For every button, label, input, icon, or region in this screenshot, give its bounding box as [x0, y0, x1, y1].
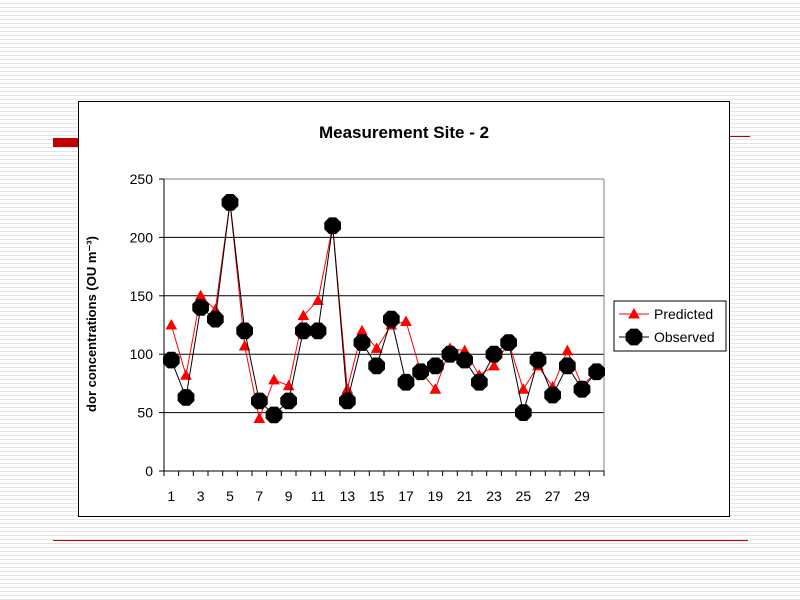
observed-point	[588, 363, 605, 381]
slide-bottom-rule	[53, 540, 748, 541]
predicted-point	[561, 344, 574, 356]
predicted-point	[238, 339, 251, 351]
observed-point	[236, 322, 253, 340]
observed-point	[500, 334, 517, 351]
x-tick-label: 21	[457, 488, 473, 504]
observed-point	[515, 404, 532, 421]
legend-predicted-label: Predicted	[654, 306, 713, 322]
x-tick-label: 1	[167, 488, 175, 504]
line-chart: Measurement Site - 2 dor concentrations …	[84, 123, 727, 504]
x-tick-label: 3	[197, 488, 205, 504]
predicted-point	[268, 373, 280, 385]
x-tick-label: 15	[369, 488, 385, 504]
predicted-point	[312, 294, 324, 305]
x-tick-label: 13	[340, 488, 356, 504]
observed-point	[456, 351, 473, 369]
predicted-series-line	[170, 202, 598, 421]
observed-point	[221, 194, 239, 211]
observed-point	[471, 373, 488, 391]
observed-point	[559, 357, 576, 375]
predicted-point	[180, 369, 192, 380]
x-tick-label: 23	[486, 488, 502, 504]
y-tick-label: 250	[130, 171, 154, 187]
predicted-point	[253, 412, 266, 423]
observed-point	[368, 357, 385, 375]
x-tick-label: 25	[516, 488, 532, 504]
observed-point	[163, 351, 180, 369]
observed-point	[192, 299, 209, 316]
legend-observed-label: Observed	[654, 329, 715, 345]
observed-point	[309, 322, 327, 340]
x-tick-label: 27	[545, 488, 561, 504]
predicted-point	[517, 383, 530, 394]
chart-area: Measurement Site - 2 dor concentrations …	[78, 101, 730, 517]
observed-point	[353, 334, 371, 351]
x-tick-label: 9	[285, 488, 293, 504]
y-axis-label: dor concentrations (OU m⁻³)	[84, 236, 99, 412]
legend-predicted-marker	[628, 307, 640, 319]
predicted-point	[370, 342, 383, 353]
observed-point	[295, 322, 312, 340]
observed-point	[177, 389, 195, 406]
observed-point	[441, 345, 459, 363]
y-tick-label: 200	[130, 229, 154, 245]
plot-background	[164, 179, 604, 471]
observed-point	[339, 392, 356, 410]
predicted-point	[400, 315, 412, 326]
predicted-point	[488, 359, 500, 371]
x-tick-label: 11	[311, 488, 326, 504]
x-tick-label: 5	[226, 488, 234, 504]
x-tick-label: 7	[255, 488, 263, 504]
observed-point	[251, 392, 268, 410]
observed-point	[383, 310, 400, 328]
observed-point	[529, 351, 547, 369]
chart-title: Measurement Site - 2	[319, 123, 489, 142]
observed-point	[280, 392, 297, 410]
observed-point	[573, 380, 591, 398]
observed-point	[412, 363, 429, 381]
observed-point	[485, 345, 503, 363]
y-tick-label: 100	[130, 346, 154, 362]
observed-point	[265, 406, 283, 424]
legend-observed-marker	[625, 328, 643, 346]
predicted-point	[429, 383, 442, 394]
observed-point	[324, 217, 341, 235]
y-tick-label: 150	[130, 288, 154, 304]
slide-top-rule	[728, 136, 750, 137]
observed-point	[397, 373, 415, 391]
x-tick-label: 19	[428, 488, 444, 504]
x-tick-label: 29	[574, 488, 590, 504]
slide-accent-bar	[53, 138, 79, 147]
observed-point	[544, 386, 561, 404]
predicted-point	[297, 309, 310, 321]
y-tick-label: 0	[145, 463, 153, 479]
observed-series-line	[170, 202, 598, 416]
observed-point	[207, 310, 224, 328]
x-tick-label: 17	[398, 488, 414, 504]
predicted-point	[165, 318, 178, 330]
y-tick-label: 50	[137, 405, 153, 421]
observed-point	[427, 357, 444, 375]
